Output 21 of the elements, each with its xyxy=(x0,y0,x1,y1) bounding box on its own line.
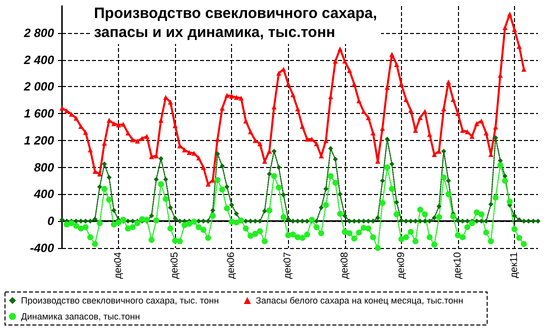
x-tick-label: дек11 xyxy=(508,252,520,278)
y-tick-label: 2 800 xyxy=(22,26,54,40)
x-tick-label: дек05 xyxy=(170,252,181,279)
legend-label: Запасы белого сахара на конец месяца, тыс.тонн xyxy=(256,296,484,306)
y-tick-label: 1 200 xyxy=(24,133,54,148)
legend-label: Производство свекловичного сахара, тыс. тонн xyxy=(21,296,239,306)
x-tick-label: дек06 xyxy=(226,252,238,279)
x-tick-label: дек04 xyxy=(113,252,124,279)
y-tick-label: 2 000 xyxy=(22,80,54,94)
x-tick-label: дек07 xyxy=(282,252,294,279)
x-tick-label: дек09 xyxy=(396,252,407,279)
legend-label: Динамика запасов, тыс.тонн xyxy=(21,312,160,322)
y-tick-label: 2 400 xyxy=(22,52,54,67)
x-tick-label: дек10 xyxy=(452,252,464,279)
text: Производство свекловичного сахара, запасы и их динамика, тыс.тонн xyxy=(94,5,378,41)
y-tick-label: 400 xyxy=(32,187,54,202)
y-tick-label: -400 xyxy=(30,241,54,255)
y-tick-label: 0 xyxy=(47,214,54,228)
y-tick-label: 800 xyxy=(34,160,54,174)
x-tick-label: дек08 xyxy=(339,252,350,279)
y-tick-label: 1 600 xyxy=(24,106,54,121)
